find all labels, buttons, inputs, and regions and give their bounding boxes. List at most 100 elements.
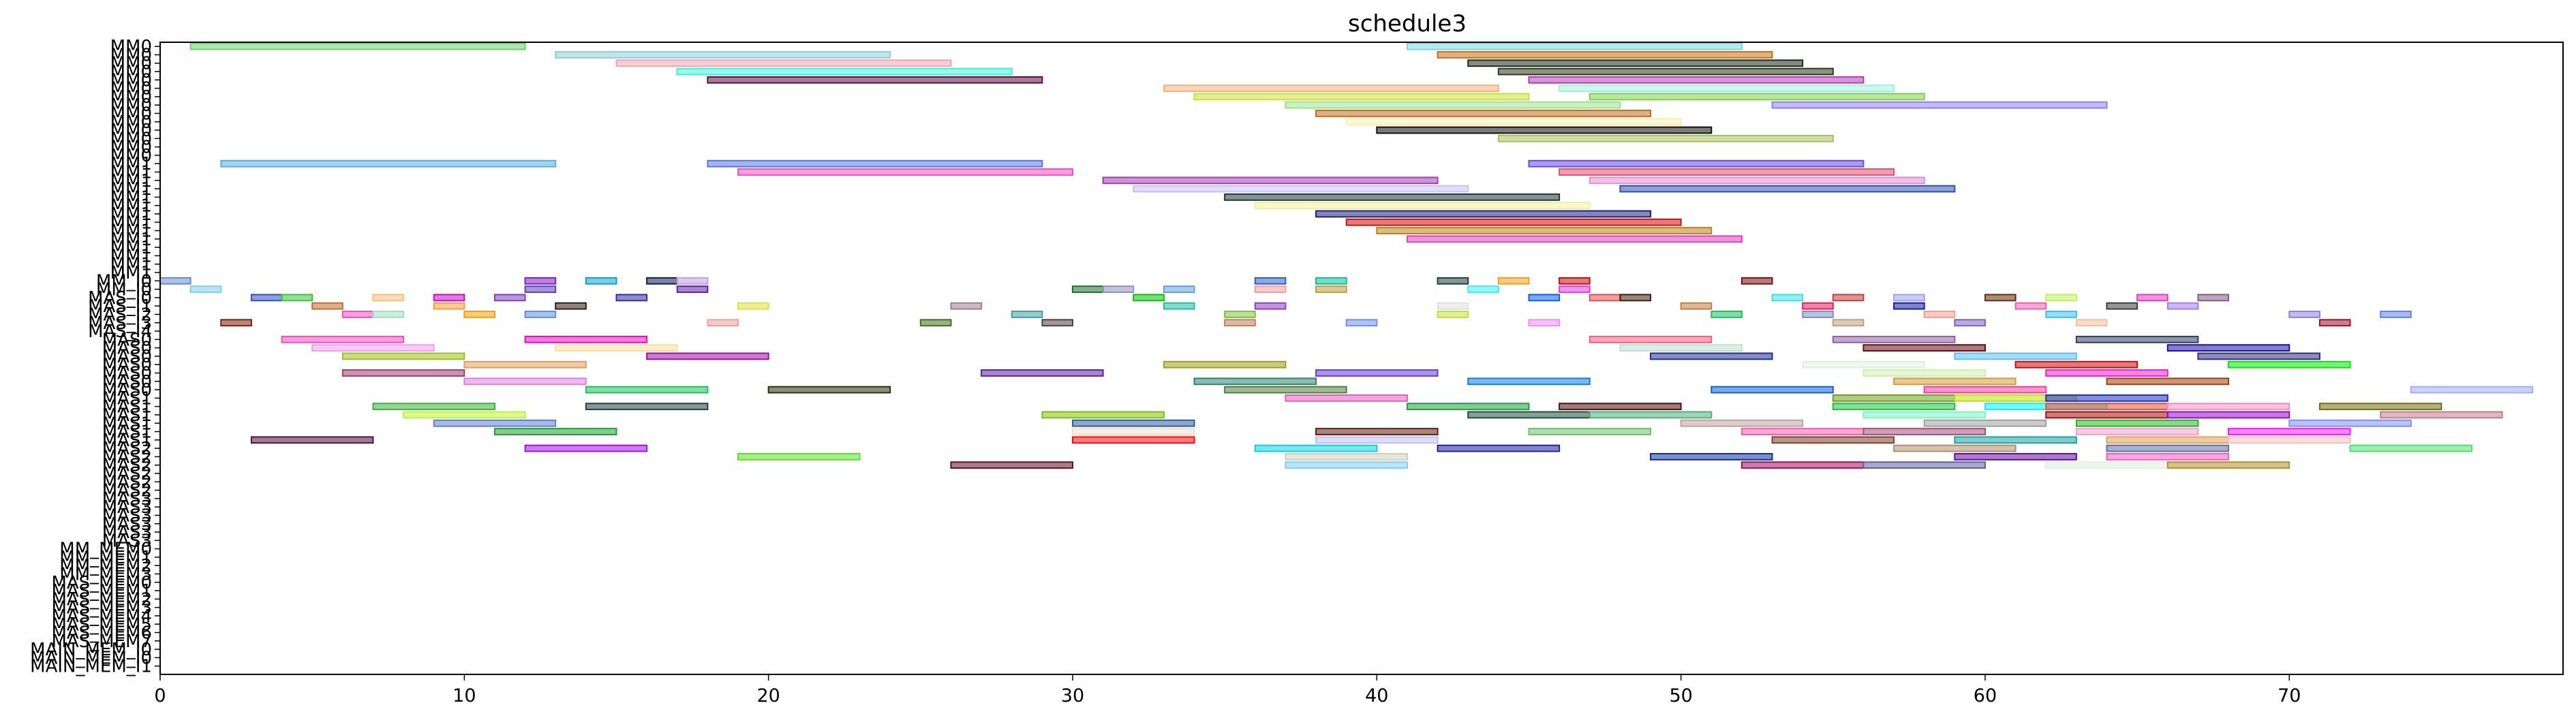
chart-title: schedule3: [1348, 10, 1467, 37]
task-bar: [1437, 444, 1561, 452]
task-bar: [737, 452, 861, 461]
y-tick-label: MAS0: [102, 347, 152, 367]
task-bar: [919, 319, 952, 327]
task-bar: [1041, 319, 1073, 327]
task-bar: [1193, 377, 1317, 386]
y-tick-label: MAIN_MEM_I0: [30, 640, 152, 660]
task-bar: [1071, 436, 1195, 444]
task-bar: [341, 311, 374, 318]
task-bar: [1528, 428, 1652, 435]
task-bar: [1071, 428, 1195, 435]
y-tick-label: MAS0: [102, 372, 152, 392]
y-tick-label: MAS3: [102, 522, 152, 543]
task-bar: [1437, 302, 1469, 310]
y-tick-label: MAS3: [102, 497, 152, 518]
x-tick-label: 50: [1669, 685, 1692, 706]
y-axis: MM0MM0MM0MM0MM0MM0MM0MM0MM0MM0MM0MM0MM0M…: [30, 37, 160, 677]
task-bar: [1771, 436, 1895, 444]
y-tick-label: MM1: [110, 230, 152, 250]
plot-frame: [159, 42, 2564, 675]
y-tick-label: MAS_MEM2: [51, 589, 152, 610]
task-bar: [1345, 118, 1682, 126]
task-bar: [2166, 411, 2290, 419]
task-bar: [1589, 411, 1713, 419]
task-bar: [1559, 168, 1895, 176]
task-bar: [981, 369, 1104, 377]
task-bar: [1224, 319, 1256, 327]
task-bar: [1285, 394, 1408, 402]
task-bar: [524, 444, 648, 452]
task-bar: [1680, 302, 1713, 310]
task-bar: [1771, 294, 1804, 302]
task-bar: [1315, 369, 1439, 377]
y-tick-label: MAS1: [102, 431, 152, 451]
task-bar: [1497, 134, 1834, 142]
task-bar: [1254, 302, 1287, 310]
task-bar: [1406, 235, 1743, 243]
task-bar: [707, 159, 1043, 168]
task-bar: [2045, 461, 2168, 469]
task-bar: [2288, 311, 2320, 318]
task-bar: [1102, 176, 1439, 185]
task-bar: [1224, 193, 1561, 201]
task-bar: [433, 419, 557, 427]
y-tick-label: MM0: [110, 79, 152, 99]
y-tick-label: MAS3: [102, 514, 152, 535]
task-bar: [2318, 403, 2442, 411]
task-bar: [2106, 377, 2230, 386]
task-bar: [1862, 369, 1986, 377]
y-tick-label: MM1: [110, 263, 152, 283]
y-tick-label: MAS_I4: [88, 322, 152, 342]
task-bar: [1559, 403, 1682, 411]
task-bar: [1923, 419, 2047, 427]
task-bar: [1832, 394, 1956, 402]
task-bar: [2380, 311, 2412, 318]
task-bar: [1741, 277, 1773, 285]
task-bar: [1862, 411, 1986, 419]
task-bar: [1650, 352, 1773, 360]
task-bar: [2197, 294, 2230, 302]
task-bar: [585, 386, 709, 394]
task-bar: [646, 277, 678, 285]
task-bar: [493, 428, 617, 435]
y-tick-label: MAS1: [102, 388, 152, 409]
y-tick-label: MM0: [110, 87, 152, 108]
y-tick-label: MAS_MEM5: [51, 614, 152, 635]
task-bar: [1559, 277, 1591, 285]
task-bar: [1345, 319, 1378, 327]
task-bar: [2075, 319, 2108, 327]
y-tick-label: MM_I0: [96, 280, 152, 300]
task-bar: [1741, 461, 1865, 469]
task-bar: [463, 311, 495, 318]
task-bar: [1528, 319, 1561, 327]
task-bar: [1011, 311, 1043, 318]
y-tick-label: MM0: [110, 95, 152, 116]
y-tick-label: MM1: [110, 204, 152, 225]
task-bar: [1315, 110, 1652, 117]
task-bar: [1376, 126, 1713, 134]
task-bar: [2136, 294, 2168, 302]
y-tick-label: MM0: [110, 70, 152, 91]
x-tick-label: 70: [2278, 685, 2301, 706]
task-bar: [1741, 428, 1865, 435]
task-bar: [1589, 294, 1621, 302]
task-bar: [1071, 285, 1104, 294]
task-bar: [615, 294, 648, 302]
task-bar: [524, 277, 557, 285]
task-bar: [1832, 335, 1956, 343]
task-bar: [676, 285, 709, 294]
task-bar: [2380, 411, 2503, 419]
task-bar: [2075, 428, 2199, 435]
y-tick-label: MM_MEM0: [59, 540, 152, 560]
task-bar: [524, 285, 557, 294]
task-bar: [1406, 42, 1743, 50]
y-tick-label: MM1: [110, 187, 152, 208]
task-bar: [1315, 285, 1347, 294]
task-bar: [2106, 452, 2230, 461]
task-bar: [493, 294, 526, 302]
task-bar: [676, 67, 1013, 76]
task-bar: [433, 302, 465, 310]
task-bar: [2288, 419, 2412, 427]
task-bar: [1376, 227, 1713, 234]
